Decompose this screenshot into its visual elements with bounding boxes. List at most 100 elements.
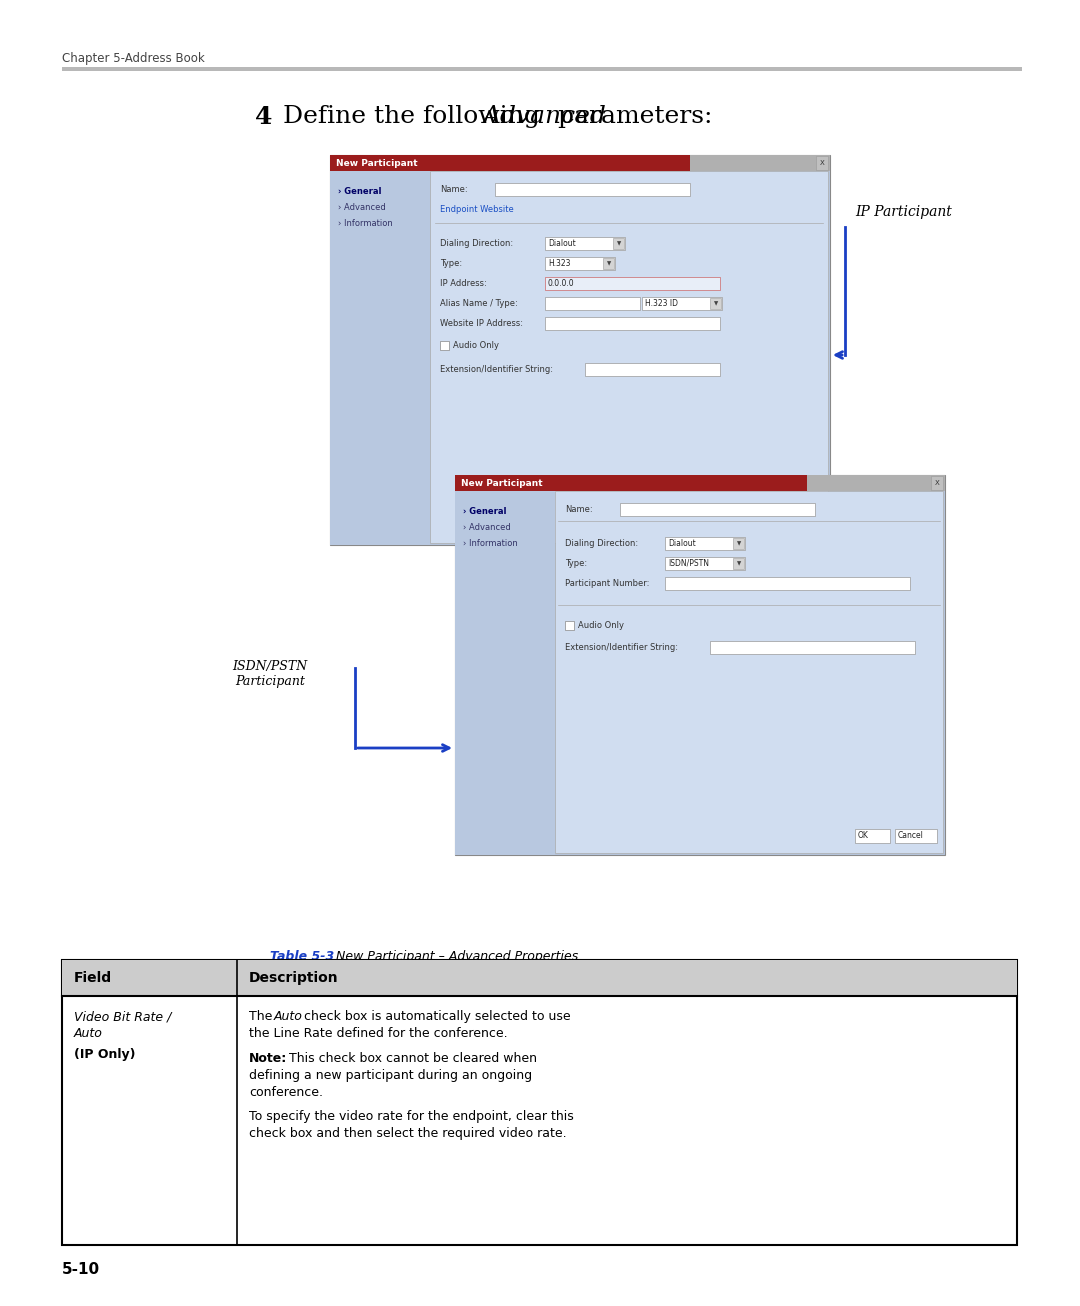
FancyBboxPatch shape xyxy=(733,538,744,549)
FancyBboxPatch shape xyxy=(733,558,744,569)
Text: New Participant – Advanced Properties: New Participant – Advanced Properties xyxy=(332,949,578,963)
FancyBboxPatch shape xyxy=(895,829,937,842)
FancyBboxPatch shape xyxy=(665,577,910,590)
FancyBboxPatch shape xyxy=(710,298,721,310)
FancyBboxPatch shape xyxy=(62,960,1017,996)
Text: New Participant: New Participant xyxy=(336,158,418,167)
FancyBboxPatch shape xyxy=(545,236,625,249)
Text: ▼: ▼ xyxy=(617,242,621,246)
Text: The: The xyxy=(249,1010,276,1023)
FancyBboxPatch shape xyxy=(330,171,430,545)
Text: IP Address:: IP Address: xyxy=(440,278,487,287)
Text: ▼: ▼ xyxy=(737,541,741,546)
FancyBboxPatch shape xyxy=(545,317,720,330)
Text: Note:: Note: xyxy=(249,1053,287,1064)
Text: Type:: Type: xyxy=(440,259,462,268)
FancyBboxPatch shape xyxy=(545,296,640,310)
Text: ▼: ▼ xyxy=(737,562,741,565)
Text: Field: Field xyxy=(75,970,112,985)
Text: H.323: H.323 xyxy=(548,259,570,268)
Text: Define the following: Define the following xyxy=(283,104,548,128)
Text: parameters:: parameters: xyxy=(551,104,713,128)
FancyBboxPatch shape xyxy=(710,641,915,654)
FancyBboxPatch shape xyxy=(565,620,573,629)
FancyBboxPatch shape xyxy=(816,155,828,170)
Text: Participant Number:: Participant Number: xyxy=(565,579,649,588)
Text: Extension/Identifier String:: Extension/Identifier String: xyxy=(565,643,678,652)
FancyBboxPatch shape xyxy=(931,475,943,490)
FancyBboxPatch shape xyxy=(603,259,615,269)
Text: Name:: Name: xyxy=(440,184,468,193)
Text: Alias Name / Type:: Alias Name / Type: xyxy=(440,299,517,307)
FancyBboxPatch shape xyxy=(545,277,720,290)
Text: Table 5-3: Table 5-3 xyxy=(270,949,334,963)
Text: Endpoint Website: Endpoint Website xyxy=(440,205,514,214)
Text: Dialing Direction:: Dialing Direction: xyxy=(440,239,513,248)
FancyBboxPatch shape xyxy=(665,537,745,550)
Text: Type:: Type: xyxy=(565,559,588,568)
FancyBboxPatch shape xyxy=(585,363,720,376)
FancyBboxPatch shape xyxy=(555,491,943,853)
Text: Chapter 5-Address Book: Chapter 5-Address Book xyxy=(62,52,205,65)
Text: X: X xyxy=(820,161,824,166)
Text: the Line Rate defined for the conference.: the Line Rate defined for the conference… xyxy=(249,1027,508,1040)
FancyBboxPatch shape xyxy=(440,341,449,350)
Text: ISDN/PSTN: ISDN/PSTN xyxy=(669,559,708,568)
Text: H.323 ID: H.323 ID xyxy=(645,299,678,308)
Text: Auto: Auto xyxy=(274,1010,302,1023)
Text: Audio Only: Audio Only xyxy=(453,341,499,350)
Text: Website IP Address:: Website IP Address: xyxy=(440,319,523,328)
Text: X: X xyxy=(934,481,940,486)
FancyBboxPatch shape xyxy=(807,475,945,491)
FancyBboxPatch shape xyxy=(855,829,890,842)
Text: (IP Only): (IP Only) xyxy=(75,1047,135,1060)
Text: 5-10: 5-10 xyxy=(62,1262,100,1277)
FancyBboxPatch shape xyxy=(455,475,807,491)
Text: Video Bit Rate /: Video Bit Rate / xyxy=(75,1010,172,1023)
Text: check box and then select the required video rate.: check box and then select the required v… xyxy=(249,1127,567,1140)
Text: OK: OK xyxy=(858,832,869,841)
Text: › General: › General xyxy=(463,507,507,516)
Text: defining a new participant during an ongoing: defining a new participant during an ong… xyxy=(249,1070,532,1081)
Text: Audio Only: Audio Only xyxy=(578,620,624,629)
FancyBboxPatch shape xyxy=(455,491,555,855)
Text: › Advanced: › Advanced xyxy=(338,202,386,212)
Text: Dialout: Dialout xyxy=(669,539,696,549)
Text: Cancel: Cancel xyxy=(897,832,923,841)
Text: Extension/Identifier String:: Extension/Identifier String: xyxy=(440,364,553,374)
FancyBboxPatch shape xyxy=(62,67,1022,71)
Text: › Advanced: › Advanced xyxy=(463,522,511,532)
Text: To specify the video rate for the endpoint, clear this: To specify the video rate for the endpoi… xyxy=(249,1110,573,1123)
FancyBboxPatch shape xyxy=(665,556,745,569)
Text: ▼: ▼ xyxy=(607,261,611,266)
Text: Auto: Auto xyxy=(75,1027,103,1040)
Text: check box is automatically selected to use: check box is automatically selected to u… xyxy=(303,1010,570,1023)
FancyBboxPatch shape xyxy=(62,960,1017,1245)
Text: 0.0.0.0: 0.0.0.0 xyxy=(548,279,575,289)
Text: 4: 4 xyxy=(255,104,272,129)
FancyBboxPatch shape xyxy=(455,475,945,855)
Text: This check box cannot be cleared when: This check box cannot be cleared when xyxy=(289,1053,537,1064)
Text: › Information: › Information xyxy=(338,218,393,227)
FancyBboxPatch shape xyxy=(613,238,624,249)
FancyBboxPatch shape xyxy=(430,171,828,543)
Text: Name:: Name: xyxy=(565,504,593,513)
Text: ISDN/PSTN
Participant: ISDN/PSTN Participant xyxy=(232,660,308,688)
Text: conference.: conference. xyxy=(249,1087,323,1100)
FancyBboxPatch shape xyxy=(690,155,831,171)
FancyBboxPatch shape xyxy=(330,155,831,545)
Text: › Information: › Information xyxy=(463,538,517,547)
Text: ▼: ▼ xyxy=(714,300,718,306)
Text: Dialout: Dialout xyxy=(548,239,576,248)
Text: Description: Description xyxy=(249,970,339,985)
FancyBboxPatch shape xyxy=(495,183,690,196)
Text: IP Participant: IP Participant xyxy=(855,205,951,219)
FancyBboxPatch shape xyxy=(620,503,815,516)
FancyBboxPatch shape xyxy=(642,296,723,310)
Text: Advanced: Advanced xyxy=(483,104,606,128)
FancyBboxPatch shape xyxy=(545,257,615,270)
Text: Dialing Direction:: Dialing Direction: xyxy=(565,538,638,547)
Text: › General: › General xyxy=(338,187,381,196)
FancyBboxPatch shape xyxy=(330,155,690,171)
Text: New Participant: New Participant xyxy=(461,478,542,487)
